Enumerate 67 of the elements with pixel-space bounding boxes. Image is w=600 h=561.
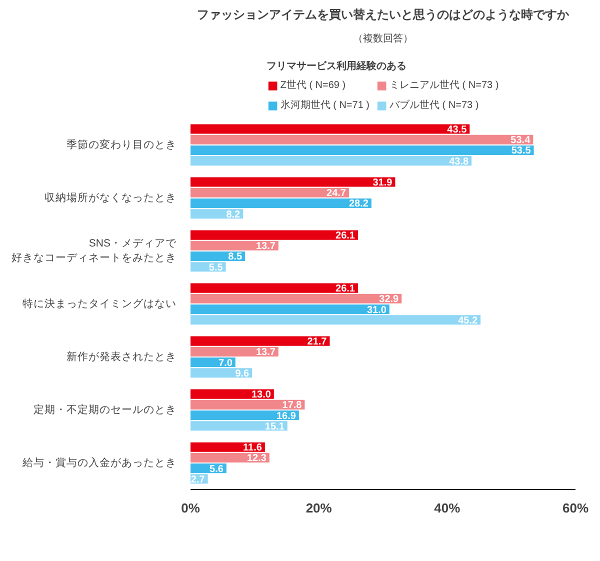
data-label: 2.7	[190, 474, 206, 486]
bar	[190, 410, 299, 420]
data-label: 26.1	[336, 284, 356, 295]
data-label: 12.3	[246, 453, 267, 464]
chart-subtitle: （複数回答）	[353, 32, 413, 44]
bar	[190, 177, 396, 187]
y-tick-label: SNS・メディアで好きなコーディネートをみたとき	[12, 238, 178, 264]
bar	[190, 442, 265, 452]
x-tick-label: 0%	[181, 500, 200, 516]
x-tick-label: 40%	[434, 500, 461, 516]
bar	[190, 421, 288, 431]
y-tick-label: 季節の変わり目のとき	[66, 138, 176, 151]
data-label: 43.8	[449, 156, 469, 168]
y-tick-label: 定期・不定期のセールのとき	[34, 402, 176, 416]
data-label: 43.5	[447, 124, 468, 136]
data-label: 8.2	[226, 209, 241, 220]
bar	[190, 346, 278, 356]
bar	[190, 145, 534, 155]
legend-label: ミレニアル世代 ( N=73 )	[390, 78, 499, 92]
data-label: 16.9	[276, 410, 296, 422]
bar	[190, 452, 270, 462]
y-tick-label: 特に決まったタイミングはない	[22, 296, 176, 310]
data-label: 26.1	[336, 230, 356, 242]
legend-label: バブル世代 ( N=73 )	[390, 98, 479, 112]
data-label: 53.5	[511, 146, 532, 157]
data-label: 15.1	[264, 421, 285, 432]
data-label: 21.7	[307, 336, 328, 348]
data-label: 5.5	[208, 262, 224, 274]
data-label: 8.5	[228, 252, 242, 263]
data-label: 11.6	[243, 442, 262, 454]
chart-title: ファッションアイテムを買い替えたいと思うのはどのような時ですか	[197, 8, 570, 22]
bar	[190, 294, 402, 304]
bar	[190, 188, 349, 198]
bar	[190, 283, 358, 293]
bar	[190, 124, 470, 134]
legend-title: フリマサービス利用経験のある	[266, 60, 408, 73]
data-label: 45.2	[458, 315, 478, 326]
data-label: 24.7	[326, 188, 346, 200]
y-tick-label: 収納場所がなくなったとき	[44, 190, 176, 204]
bar	[190, 304, 390, 314]
data-label: 32.9	[379, 294, 400, 306]
data-label: 7.0	[218, 358, 233, 369]
bar	[190, 240, 278, 250]
data-label: 13.7	[256, 347, 276, 358]
data-label: 9.6	[235, 368, 250, 380]
data-label: 5.6	[210, 464, 224, 475]
data-label: 28.2	[348, 198, 369, 210]
data-label: 13.0	[251, 390, 272, 401]
legend-label: 氷河期世代 ( N=71 )	[280, 98, 370, 112]
legend-label: Z世代 ( N=69 )	[280, 78, 346, 92]
bar	[190, 400, 305, 410]
bar	[190, 230, 358, 240]
data-label: 13.7	[256, 241, 276, 252]
data-label: 53.4	[510, 135, 531, 146]
data-label: 17.8	[282, 400, 302, 412]
data-label: 31.9	[372, 178, 393, 189]
x-tick-label: 60%	[562, 500, 589, 516]
bar	[190, 389, 274, 399]
y-tick-label: 新作が発表されたとき	[66, 350, 176, 363]
data-label: 31.0	[366, 304, 387, 316]
bar	[190, 134, 534, 144]
bar	[190, 156, 472, 166]
bar	[190, 336, 330, 346]
y-tick-label: 給与・賞与の入金があったとき	[22, 456, 176, 469]
bar	[190, 198, 372, 208]
bar	[190, 315, 481, 325]
x-tick-label: 20%	[306, 500, 332, 516]
